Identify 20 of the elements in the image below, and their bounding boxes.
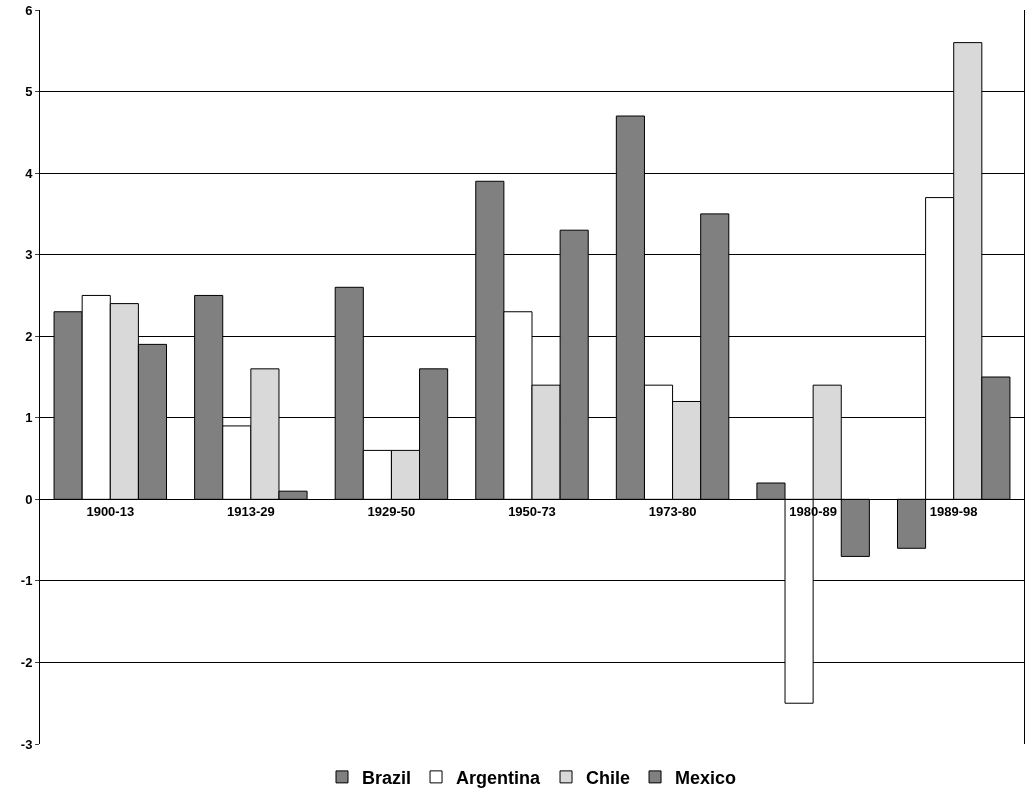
y-tick-label: 5 xyxy=(25,84,33,100)
legend-label: Mexico xyxy=(675,767,737,788)
y-tick-label: 6 xyxy=(25,2,33,18)
y-tick-label: 1 xyxy=(25,410,33,426)
legend-label: Chile xyxy=(586,767,631,788)
y-tick-label: 0 xyxy=(25,491,33,507)
x-tick-label: 1989-98 xyxy=(929,503,978,519)
y-tick-label: -1 xyxy=(20,573,33,589)
x-tick-label: 1950-73 xyxy=(508,503,556,519)
y-tick-label: 2 xyxy=(25,328,33,344)
y-tick-label: -3 xyxy=(20,736,33,752)
x-tick-label: 1929-50 xyxy=(367,503,416,519)
legend-label: Brazil xyxy=(362,767,412,788)
y-tick-label: -2 xyxy=(20,654,33,670)
x-tick-label: 1973-80 xyxy=(648,503,697,519)
y-tick-label: 3 xyxy=(25,247,33,263)
y-tick-label: 4 xyxy=(25,165,34,181)
x-tick-label: 1900-13 xyxy=(86,503,135,519)
x-tick-label: 1913-29 xyxy=(227,503,275,519)
legend-label: Argentina xyxy=(456,767,542,788)
